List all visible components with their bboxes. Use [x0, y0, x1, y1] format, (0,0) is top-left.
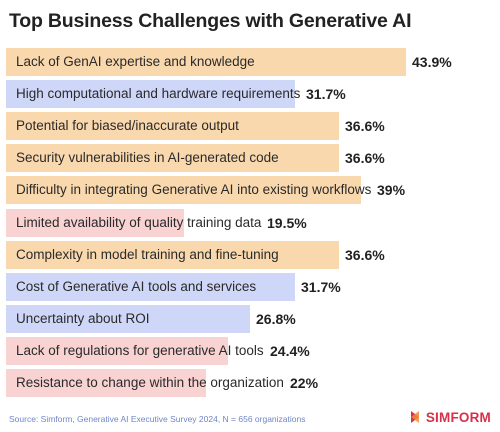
bar — [6, 369, 206, 397]
bar — [6, 273, 295, 301]
bar-value-label: 19.5% — [267, 215, 307, 231]
bar-category-label: Security vulnerabilities in AI-generated… — [16, 150, 279, 165]
bar-value-label: 31.7% — [301, 279, 341, 295]
bar — [6, 176, 361, 204]
bar-category-label: Limited availability of quality training… — [16, 215, 262, 230]
simform-logo-icon — [410, 411, 419, 423]
bar-category-label: Cost of Generative AI tools and services — [16, 279, 257, 294]
bar — [6, 48, 406, 76]
bar — [6, 337, 228, 365]
bar-category-label: Difficulty in integrating Generative AI … — [16, 182, 372, 197]
bar-value-label: 43.9% — [412, 54, 452, 70]
bar — [6, 241, 339, 269]
bar-value-label: 39% — [377, 182, 406, 198]
bar-category-label: Uncertainty about ROI — [16, 311, 150, 326]
bar-category-label: Potential for biased/inaccurate output — [16, 118, 239, 133]
bar-category-label: Lack of GenAI expertise and knowledge — [16, 54, 255, 69]
bar-value-label: 22% — [290, 375, 319, 391]
brand-name: SIMFORM — [425, 409, 491, 425]
bar-category-label: High computational and hardware requirem… — [16, 86, 301, 101]
brand-logo: SIMFORM — [407, 409, 491, 425]
bar-category-label: Resistance to change within the organiza… — [16, 375, 284, 390]
bar — [6, 209, 184, 237]
bar-value-label: 31.7% — [306, 86, 346, 102]
bar — [6, 80, 295, 108]
bar-category-label: Lack of regulations for generative AI to… — [16, 343, 264, 358]
bar — [6, 305, 250, 333]
bar-category-label: Complexity in model training and fine-tu… — [16, 247, 279, 262]
bar-value-label: 36.6% — [345, 118, 385, 134]
bar-value-label: 26.8% — [256, 311, 296, 327]
bar-value-label: 36.6% — [345, 150, 385, 166]
bar — [6, 112, 339, 140]
chart-title: Top Business Challenges with Generative … — [9, 10, 412, 32]
bar — [6, 144, 339, 172]
bar-value-label: 24.4% — [270, 343, 310, 359]
bar-value-label: 36.6% — [345, 247, 385, 263]
source-note: Source: Simform, Generative AI Executive… — [9, 414, 306, 424]
